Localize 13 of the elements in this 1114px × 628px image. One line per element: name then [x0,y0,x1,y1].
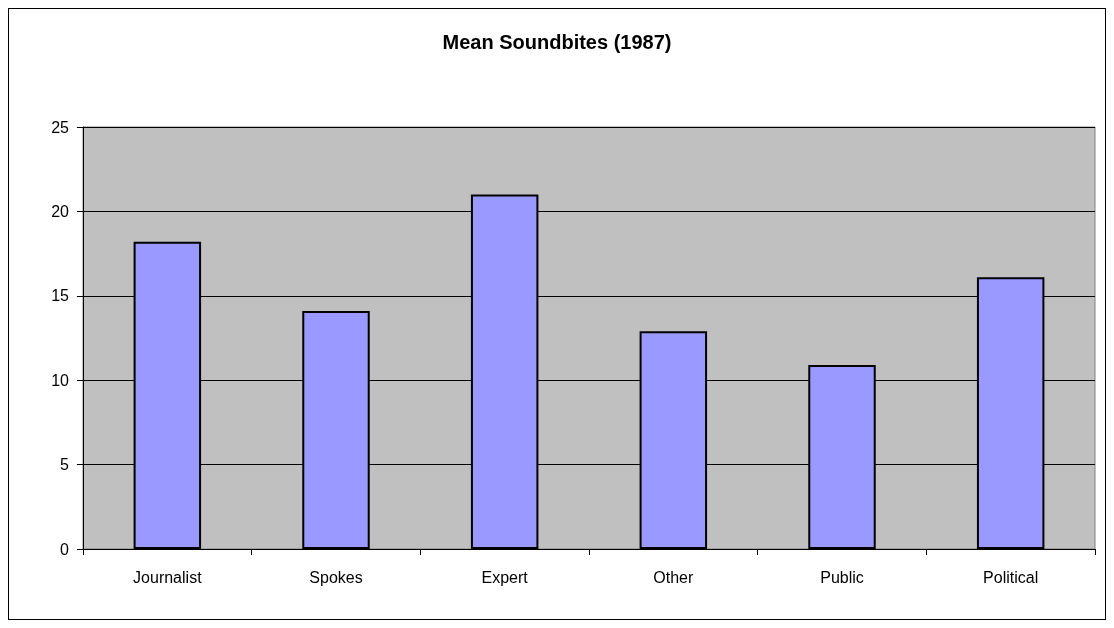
x-tick-label: Public [820,568,864,586]
chart-title: Mean Soundbites (1987) [442,31,672,53]
y-tick-label: 0 [60,540,70,558]
y-tick-label: 20 [51,202,70,220]
y-tick-label: 25 [51,118,70,136]
y-tick-label: 15 [51,287,70,305]
x-tick-label: Journalist [133,568,203,586]
x-tick-label: Political [983,568,1039,586]
x-tick-label: Other [653,568,695,586]
y-tick-label: 5 [60,456,70,474]
x-tick-label: Expert [481,568,529,586]
x-tick-label: Spokes [309,568,363,586]
y-tick-label: 10 [51,371,70,389]
